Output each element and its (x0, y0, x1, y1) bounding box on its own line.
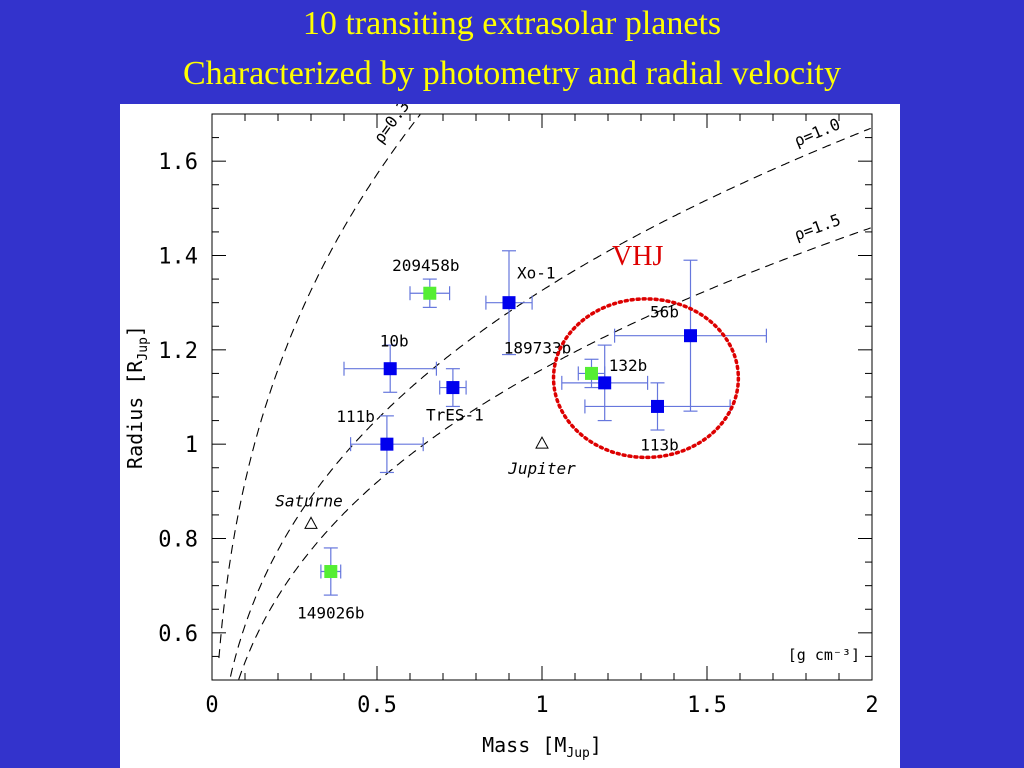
x-tick-label: 0 (205, 693, 218, 718)
planet-marker (380, 437, 394, 451)
planet-label: 209458b (392, 256, 459, 275)
planet-label: 111b (336, 407, 375, 426)
plot-panel: ρ=0.3 ρ=1.0 ρ=1.5 209458b Xo-1 10b TrES-1 111b… (120, 104, 900, 768)
planet-label: 149026b (297, 604, 364, 623)
planet-label: 132b (609, 356, 648, 375)
y-tick-label: 1.6 (158, 150, 198, 175)
x-axis-label-sub: Jup (566, 746, 590, 761)
y-axis-label-end: ] (123, 325, 147, 337)
density-curve-label: ρ=0.3 (370, 104, 414, 147)
tick-marks (211, 113, 873, 681)
y-axis-label-main: Radius [R (123, 360, 147, 469)
reference-planet-marker (304, 516, 318, 529)
density-curves: ρ=0.3 ρ=1.0 ρ=1.5 (218, 104, 871, 680)
mass-radius-chart: ρ=0.3 ρ=1.0 ρ=1.5 209458b Xo-1 10b TrES-1 111b… (123, 104, 879, 761)
planet-marker (383, 362, 397, 376)
planet-marker (324, 565, 338, 579)
density-curve-label: ρ=1.0 (791, 114, 843, 150)
planet-label: Xo-1 (517, 264, 556, 283)
density-curve-label: ρ=1.5 (791, 210, 843, 244)
x-axis-label: Mass [MJup] (482, 733, 602, 761)
y-tick-label: 1.2 (158, 339, 198, 364)
slide-title-line1: 10 transiting extrasolar planets (302, 5, 722, 42)
planet-points: 209458b Xo-1 10b TrES-1 111b 189733b 132b 56b 11… (275, 250, 768, 623)
x-tick-label: 1.5 (687, 693, 727, 718)
planet-label: 56b (650, 303, 679, 322)
x-tick-label: 2 (865, 693, 878, 718)
reference-planet-label: Saturne (275, 491, 342, 510)
units-label: [g cm⁻³] (788, 646, 860, 664)
planet-marker (446, 381, 460, 395)
density-curve (229, 127, 871, 677)
slide-title-line2: Characterized by photometry and radial v… (182, 55, 842, 92)
planet-marker (651, 399, 664, 413)
plot-frame (211, 113, 873, 681)
y-axis-label-sub: Jup (136, 337, 151, 361)
x-axis-label-main: Mass [M (482, 733, 566, 757)
planet-marker (423, 286, 437, 300)
planet-label: TrES-1 (426, 406, 484, 425)
planet-marker (585, 366, 598, 380)
x-axis-label-end: ] (590, 733, 602, 757)
planet-marker (598, 376, 612, 390)
x-tick-label: 0.5 (357, 693, 397, 718)
planet-label: 113b (640, 435, 679, 454)
x-tick-label: 1 (535, 693, 548, 718)
reference-planet-marker (535, 436, 549, 449)
planet-label: 189733b (504, 338, 571, 357)
vhj-ellipse (551, 297, 741, 460)
y-axis-label: Radius [RJup] (123, 325, 151, 469)
y-tick-label: 1 (185, 433, 198, 458)
planet-marker (684, 329, 697, 343)
planet-marker (502, 296, 516, 310)
y-tick-label: 0.8 (158, 528, 198, 553)
y-tick-label: 0.6 (158, 622, 198, 647)
vhj-label: VHJ (612, 241, 663, 272)
reference-planet-label: Jupiter (507, 459, 576, 478)
density-curve (218, 114, 421, 659)
planet-label: 10b (380, 332, 409, 351)
y-tick-label: 1.4 (158, 245, 198, 270)
